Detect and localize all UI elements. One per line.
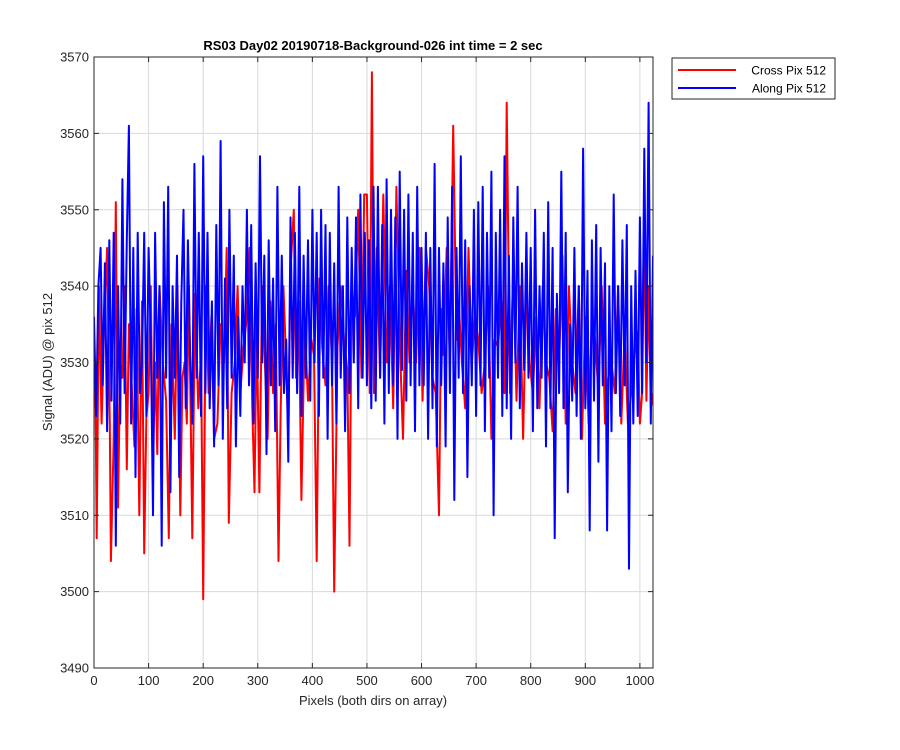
legend-label-along: Along Pix 512: [752, 82, 826, 96]
legend: Cross Pix 512 Along Pix 512: [671, 57, 836, 100]
legend-label-cross: Cross Pix 512: [751, 64, 826, 78]
y-tick-label: 3570: [60, 50, 89, 65]
x-axis-ticks: 0 100 200 300 400 500 600 700 800 900 1000: [90, 57, 654, 688]
chart-title: RS03 Day02 20190718-Background-026 int t…: [203, 38, 542, 53]
y-tick-label: 3510: [60, 508, 89, 523]
x-tick-label: 300: [247, 673, 269, 688]
x-axis-label: Pixels (both dirs on array): [299, 693, 447, 708]
series-line-along-pix-512: [94, 101, 653, 570]
y-tick-label: 3550: [60, 202, 89, 217]
y-tick-label: 3500: [60, 584, 89, 599]
y-tick-label: 3540: [60, 279, 89, 294]
x-tick-label: 500: [356, 673, 378, 688]
data-series: [94, 71, 653, 601]
x-tick-label: 400: [302, 673, 324, 688]
y-tick-label: 3560: [60, 126, 89, 141]
x-tick-label: 600: [411, 673, 433, 688]
y-tick-label: 3520: [60, 431, 89, 446]
legend-box: [671, 57, 836, 100]
x-tick-label: 1000: [625, 673, 654, 688]
y-axis-label: Signal (ADU) @ pix 512: [40, 293, 55, 431]
x-tick-label: 0: [90, 673, 97, 688]
x-tick-label: 800: [520, 673, 542, 688]
y-tick-label: 3490: [60, 661, 89, 676]
x-tick-label: 200: [192, 673, 214, 688]
y-axis-ticks: 3490 3500 3510 3520 3530 3540 3550 3560 3570: [60, 50, 653, 676]
y-tick-label: 3530: [60, 355, 89, 370]
x-tick-label: 100: [138, 673, 160, 688]
x-tick-label: 700: [465, 673, 487, 688]
x-tick-label: 900: [574, 673, 596, 688]
